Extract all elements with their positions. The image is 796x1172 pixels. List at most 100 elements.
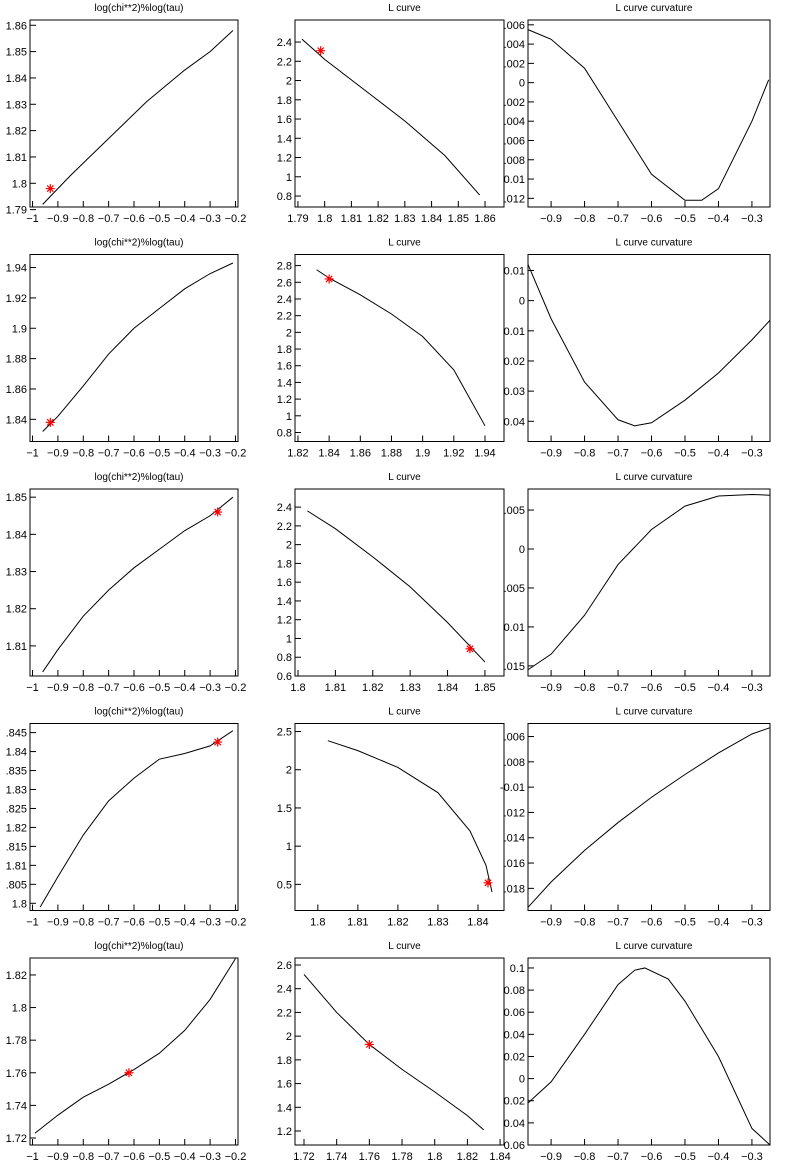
curve (39, 730, 234, 908)
y-tick-label: 2.2 (277, 1007, 292, 1019)
y-tick-label: .006 (504, 732, 525, 744)
x-tick-label: −0.9 (47, 917, 69, 929)
x-tick-label: −0.8 (72, 917, 94, 929)
y-tick-label: 1.92 (6, 293, 27, 305)
best-point-marker (316, 46, 326, 56)
x-tick-label: −0.7 (98, 917, 120, 929)
x-tick-label: −0.7 (98, 682, 120, 694)
y-tick-label: 0.01 (504, 326, 525, 338)
panel-title: log(chi**2)%log(tau) (95, 941, 184, 952)
x-tick-label: 1.81 (341, 213, 362, 225)
y-tick-label: 2 (286, 540, 292, 552)
plot-frame (294, 957, 505, 1146)
x-tick-label: 1.79 (287, 213, 308, 225)
y-tick-label: 2.8 (277, 261, 292, 273)
panel-title: log(chi**2)%log(tau) (95, 3, 184, 14)
y-tick-label: 0.01 (504, 265, 525, 277)
panel-title: L curve (388, 941, 421, 952)
y-tick-label: .835 (6, 766, 27, 778)
y-tick-label: 1.4 (277, 596, 292, 608)
curve (327, 740, 493, 893)
curve (527, 967, 771, 1146)
x-tick-label: 1.82 (367, 213, 388, 225)
x-tick-label: −0.6 (641, 1151, 663, 1163)
plot-frame (527, 19, 771, 208)
x-tick-label: −0.4 (708, 917, 730, 929)
y-tick-label: .002 (504, 97, 525, 109)
y-tick-label: 1 (286, 411, 292, 423)
curve (527, 727, 771, 908)
x-tick-label: −0.5 (149, 682, 171, 694)
x-tick-label: −0.2 (225, 917, 247, 929)
y-tick-label: 1.94 (6, 263, 27, 275)
x-tick-label: 1.83 (394, 213, 415, 225)
y-tick-label: 1.84 (6, 414, 27, 426)
x-tick-label: −0.8 (72, 1151, 94, 1163)
curve (34, 958, 236, 1134)
x-tick-label: −0.2 (225, 213, 247, 225)
x-tick-label: −0.4 (174, 448, 196, 460)
x-tick-label: −0.5 (149, 917, 171, 929)
y-tick-label: 1.2 (277, 394, 292, 406)
panel-title: L curve curvature (616, 3, 693, 14)
y-tick-label: .002 (504, 58, 525, 70)
y-tick-label: 1.78 (6, 1035, 27, 1047)
x-tick-label: −0.2 (225, 1151, 247, 1163)
x-tick-label: −0.7 (98, 448, 120, 460)
curve (42, 262, 234, 432)
y-tick-label: 1.8 (12, 898, 27, 910)
x-tick-label: −0.5 (149, 213, 171, 225)
x-tick-label: −0.9 (540, 213, 562, 225)
x-tick-label: 1.8 (290, 682, 305, 694)
panel-title: log(chi**2)%log(tau) (95, 238, 184, 249)
y-tick-label: 2.6 (277, 277, 292, 289)
panel-title: L curve curvature (616, 941, 693, 952)
y-tick-label: 1.82 (6, 126, 27, 138)
y-tick-label: 0.01 (504, 622, 525, 634)
x-tick-label: 1.82 (287, 448, 308, 460)
plot-frame (294, 19, 505, 208)
x-tick-label: 1.94 (474, 448, 495, 460)
x-tick-label: −0.3 (199, 682, 221, 694)
panel-title: log(chi**2)%log(tau) (95, 472, 184, 483)
panel-title: L curve (388, 238, 421, 249)
x-tick-label: −0.7 (607, 917, 629, 929)
plot-frame (527, 488, 771, 677)
x-tick-label: 1.84 (421, 213, 442, 225)
x-tick-label: 1.82 (362, 682, 383, 694)
x-tick-label: −0.7 (607, 1151, 629, 1163)
y-tick-label: .016 (504, 858, 525, 870)
y-tick-label: .008 (504, 757, 525, 769)
y-tick-label: 1.86 (6, 20, 27, 32)
x-tick-label: −0.6 (123, 448, 145, 460)
y-tick-label: .006 (504, 135, 525, 147)
y-tick-label: 1.83 (6, 99, 27, 111)
x-tick-label: −1 (26, 213, 39, 225)
panel-title: log(chi**2)%log(tau) (95, 707, 184, 718)
y-tick-label: 1.81 (6, 860, 27, 872)
curve (301, 38, 481, 196)
y-tick-label: 1.81 (6, 152, 27, 164)
y-tick-label: 1.9 (12, 323, 27, 335)
x-tick-label: −0.6 (641, 682, 663, 694)
y-tick-label: 2.2 (277, 56, 292, 68)
y-tick-label: .805 (6, 879, 27, 891)
y-tick-label: 1.84 (6, 529, 27, 541)
y-tick-label: 1.79 (6, 205, 27, 217)
x-tick-label: 1.88 (381, 448, 402, 460)
y-tick-label: 1.2 (277, 1126, 292, 1138)
y-tick-label: .825 (6, 803, 27, 815)
y-tick-label: 0.04 (504, 416, 525, 428)
x-tick-label: −0.6 (641, 917, 663, 929)
curve (527, 493, 771, 671)
y-tick-label: 2.4 (277, 984, 292, 996)
curve (307, 510, 486, 663)
y-tick-label: 0.02 (504, 356, 525, 368)
y-tick-label: 0.5 (277, 879, 292, 891)
y-tick-label: 0 (519, 296, 525, 308)
plot-frame (294, 488, 505, 677)
x-tick-label: 1.84 (489, 1151, 510, 1163)
x-tick-label: −0.3 (741, 682, 763, 694)
x-tick-label: −0.4 (174, 213, 196, 225)
x-tick-label: 1.84 (437, 682, 458, 694)
